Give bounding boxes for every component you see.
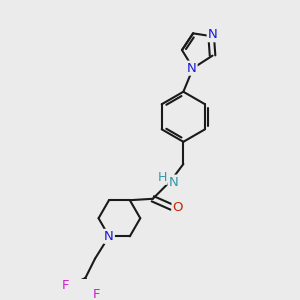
- Text: N: N: [169, 176, 178, 189]
- Text: O: O: [172, 201, 183, 214]
- Text: N: N: [187, 61, 196, 75]
- Text: F: F: [93, 288, 100, 300]
- Text: F: F: [61, 279, 69, 292]
- Text: N: N: [208, 28, 218, 41]
- Text: N: N: [104, 230, 114, 243]
- Text: H: H: [157, 171, 167, 184]
